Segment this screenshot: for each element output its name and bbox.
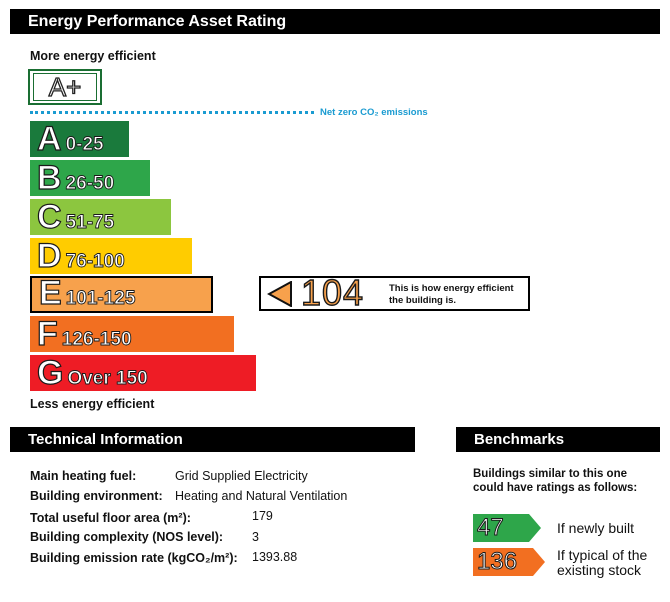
tech-label: Building complexity (NOS level): bbox=[30, 530, 224, 544]
benchmark-value: 47 bbox=[477, 514, 505, 542]
band-letter: F bbox=[36, 315, 58, 353]
benchmark-arrow-icon bbox=[473, 548, 545, 576]
benchmark-existing-badge: 136 bbox=[473, 548, 547, 576]
less-efficient-caption: Less energy efficient bbox=[30, 397, 155, 411]
tech-value: 1393.88 bbox=[252, 550, 298, 564]
page-title: Energy Performance Asset Rating bbox=[10, 9, 660, 34]
band-letter: E bbox=[38, 274, 62, 312]
band-letter: B bbox=[36, 159, 62, 197]
tech-label: Main heating fuel: bbox=[30, 469, 137, 483]
band-d: D 76-100 bbox=[30, 238, 192, 274]
tech-label: Building environment: bbox=[30, 489, 163, 503]
band-c: C 51-75 bbox=[30, 199, 171, 235]
tech-label: Total useful floor area (m²): bbox=[30, 511, 191, 525]
benchmarks-intro: Buildings similar to this one could have… bbox=[473, 468, 638, 494]
band-range: 126-150 bbox=[61, 329, 132, 350]
tech-value: Heating and Natural Ventilation bbox=[175, 489, 348, 503]
band-letter: C bbox=[36, 198, 62, 236]
tech-value: Grid Supplied Electricity bbox=[175, 469, 308, 483]
benchmark-value: 136 bbox=[476, 548, 518, 576]
technical-header: Technical Information bbox=[10, 427, 415, 452]
benchmark-arrow-icon bbox=[473, 514, 541, 542]
benchmark-new-badge: 47 bbox=[473, 514, 543, 542]
benchmark-label: If typical of the existing stock bbox=[557, 547, 648, 578]
band-range: Over 150 bbox=[67, 368, 148, 389]
rating-message: This is how energy efficient the buildin… bbox=[389, 283, 514, 306]
band-f: F 126-150 bbox=[30, 316, 234, 352]
band-range: 26-50 bbox=[65, 173, 115, 194]
band-e: E 101-125 bbox=[30, 274, 213, 313]
tech-label: Building emission rate (kgCO₂/m²): bbox=[30, 551, 238, 565]
band-range: 0-25 bbox=[65, 134, 104, 155]
net-zero-label: Net zero CO₂ emissions bbox=[320, 107, 428, 118]
benchmark-label: If newly built bbox=[557, 520, 635, 536]
net-zero-divider bbox=[30, 111, 314, 114]
band-a: A 0-25 bbox=[30, 121, 129, 157]
benchmarks-header: Benchmarks bbox=[456, 427, 660, 452]
aplus-band: A+ bbox=[28, 69, 102, 105]
band-range: 51-75 bbox=[65, 212, 115, 233]
band-letter: A bbox=[36, 120, 62, 158]
aplus-label: A+ bbox=[48, 72, 82, 102]
band-letter: G bbox=[36, 354, 64, 392]
rating-pointer: 104 This is how energy efficient the bui… bbox=[259, 272, 530, 313]
tech-value: 3 bbox=[252, 530, 259, 544]
band-range: 76-100 bbox=[65, 251, 125, 272]
band-letter: D bbox=[36, 237, 62, 275]
band-b: B 26-50 bbox=[30, 160, 150, 196]
band-g: G Over 150 bbox=[30, 355, 256, 391]
pointer-arrow-icon bbox=[267, 281, 292, 307]
band-range: 101-125 bbox=[65, 288, 136, 309]
more-efficient-caption: More energy efficient bbox=[30, 49, 156, 63]
rating-value: 104 bbox=[300, 272, 365, 313]
tech-value: 179 bbox=[252, 509, 273, 523]
